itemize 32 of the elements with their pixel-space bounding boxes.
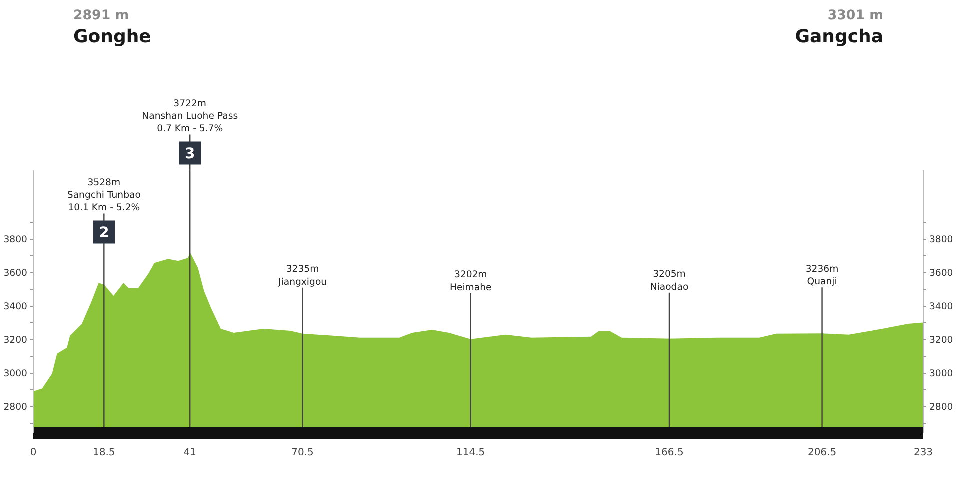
x-tick-label: 114.5 — [456, 448, 486, 458]
y-tick-label: 3400 — [4, 302, 28, 313]
y-tick-label: 3000 — [4, 368, 28, 380]
y-tick-label: 2800 — [4, 402, 28, 414]
x-tick-label: 41 — [184, 448, 196, 458]
text: Gangcha — [795, 26, 884, 48]
ref-line-label: 3236m Quanji — [806, 264, 839, 288]
y2-tick-label: 3400 — [930, 302, 954, 313]
y-tick-label: 3200 — [4, 335, 28, 346]
y2-tick-label: 2800 — [930, 402, 954, 414]
text: 2891 m — [74, 8, 130, 24]
x-tick-label: 70.5 — [292, 448, 314, 458]
x-tick-label: 206.5 — [808, 448, 837, 458]
ref-line-label: 3722m Nanshan Luohe Pass 0.7 Km - 5.7% — [142, 98, 238, 135]
x-tick-label: 18.5 — [93, 448, 116, 458]
x-tick-label: 166.5 — [655, 448, 684, 458]
ref-line-label: 3235m Jiangxigou — [278, 264, 328, 288]
text: 3 — [185, 146, 196, 163]
y2-tick-label: 3800 — [930, 234, 954, 246]
y2-tick-label: 3600 — [930, 268, 954, 280]
y-tick-label: 3600 — [4, 268, 28, 280]
y-tick-label: 3800 — [4, 234, 28, 246]
annotation: 2 — [99, 224, 110, 242]
x-tick-label: 233 — [914, 448, 934, 458]
ref-line-label: 3205m Niaodao — [650, 269, 689, 293]
text: 3301 m — [828, 8, 884, 24]
x-tick-label: 0 — [30, 448, 37, 458]
y2-tick-label: 3200 — [930, 335, 954, 346]
text: Gonghe — [74, 26, 152, 48]
ref-line-label: 3528m Sangchi Tunbao 10.1 Km - 5.2% — [67, 177, 142, 214]
ref-line-label: 3202m Heimahe — [450, 270, 492, 294]
y2-tick-label: 3000 — [930, 368, 954, 380]
